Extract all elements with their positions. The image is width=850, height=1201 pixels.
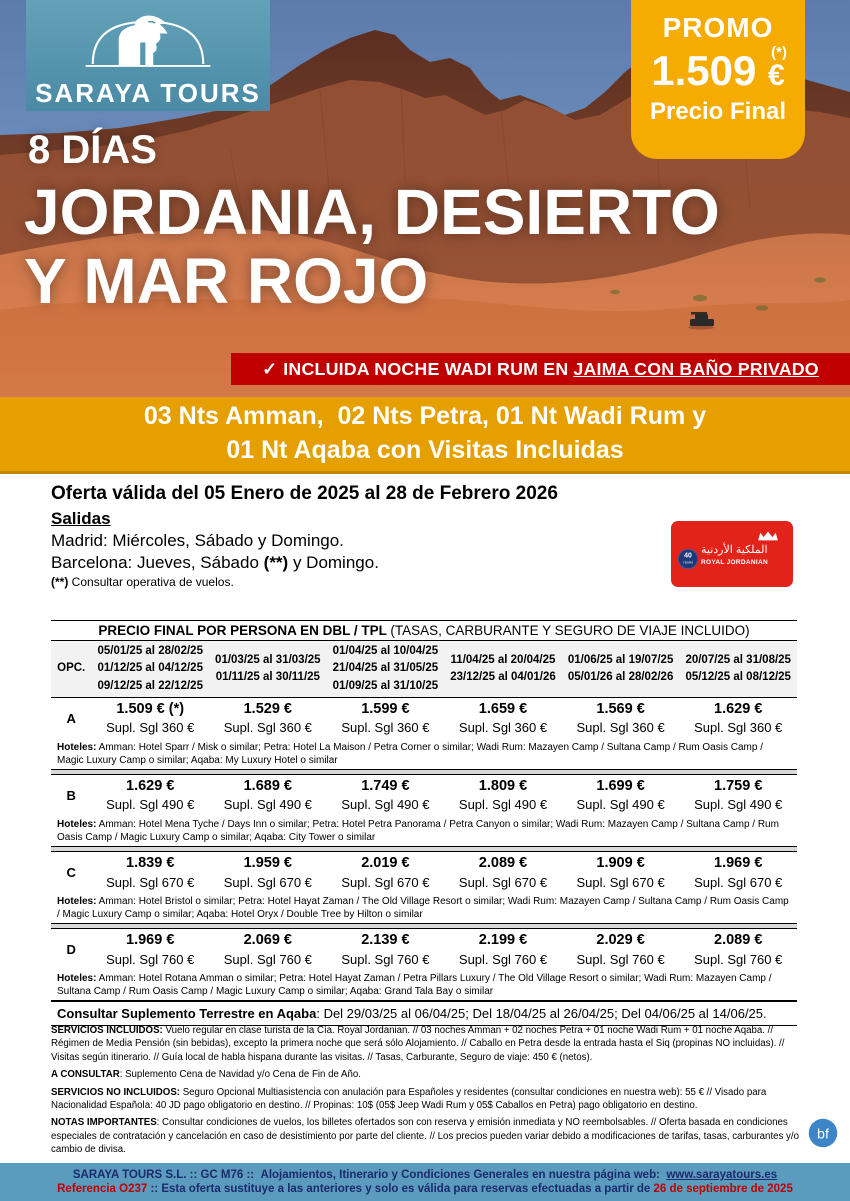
svg-text:40: 40 [684,552,692,559]
svg-text:YEARS: YEARS [683,561,693,565]
svg-text:bf: bf [817,1126,829,1142]
